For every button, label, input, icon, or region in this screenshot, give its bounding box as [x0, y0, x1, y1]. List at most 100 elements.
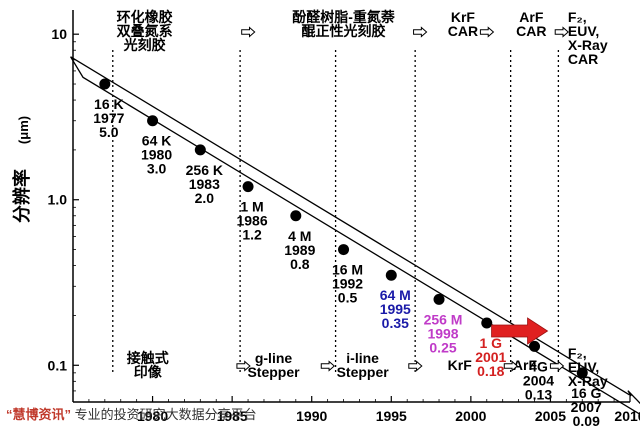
top-stage-line: CAR: [568, 51, 598, 67]
top-stage-4: ArF CAR: [516, 9, 546, 39]
data-label-line: 1992: [332, 276, 363, 292]
data-label-1m: 1 M 1986 1.2: [236, 199, 267, 243]
data-point-16g: [576, 367, 588, 379]
x-tick-label: 1995: [376, 408, 407, 424]
bottom-stage-line: g-line: [255, 350, 293, 366]
y-axis-label: 分辨率: [11, 169, 32, 223]
data-label-line: 64 M: [380, 287, 411, 303]
data-label-64k: 64 K 1980 3.0: [141, 133, 172, 177]
data-labels: 16 K 1977 5.064 K 1980 3.0 256 K 1983 2.01 M 198…: [93, 96, 602, 426]
data-label-line: 1.2: [242, 227, 262, 243]
trend-band-arrow: [70, 56, 640, 416]
data-label-4m: 4 M 1989 0.8: [284, 228, 315, 272]
bottom-stage-6: F₂, EUV, X-Ray: [568, 345, 608, 389]
data-label-line: 4G: [529, 358, 548, 374]
data-point-64k: [147, 115, 159, 127]
bottom-stage-line: Stepper: [337, 364, 390, 380]
data-label-line: 1980: [141, 147, 172, 163]
data-point-256m: [433, 293, 445, 305]
data-label-line: 1983: [189, 176, 220, 192]
data-label-line: 0.25: [429, 339, 456, 355]
top-stage-line: X-Ray: [568, 37, 608, 53]
top-stage-2: 酚醛树脂-重氮萘醌正性光刻胶: [292, 9, 396, 39]
data-label-line: 3.0: [147, 161, 167, 177]
data-point-256k: [194, 144, 206, 156]
bottom-stage-5: ArF: [513, 357, 538, 373]
top-stage-arrow-3: [479, 26, 495, 38]
y-tick-label: 0.1: [48, 357, 68, 373]
x-tick-label: 1985: [217, 408, 248, 424]
data-label-line: 1 G: [479, 335, 502, 351]
data-label-4g: 4G 2004 0.13: [523, 358, 554, 402]
x-tick-label: 1990: [296, 408, 327, 424]
data-label-line: 0.13: [525, 386, 552, 402]
data-point-1m: [242, 181, 254, 193]
data-label-line: 1998: [427, 325, 458, 341]
era-dividers: [112, 50, 560, 372]
bottom-stage-1: 接触式印像: [127, 350, 169, 380]
data-point-1g: [481, 317, 493, 329]
axes: 10 1.0 0.1 1980 1985 1990 1995 2000 2005 2010 分辨率 (…: [11, 10, 640, 424]
data-label-line: 4 M: [288, 228, 311, 244]
y-axis-unit: (μm): [16, 116, 31, 144]
data-label-line: 1977: [93, 110, 124, 126]
top-stage-1: 环化橡胶双叠氮系光刻胶: [117, 9, 173, 53]
data-label-256m: 256 M 1998 0.25: [424, 311, 463, 355]
data-label-line: 0.18: [477, 363, 504, 379]
data-label-line: 1989: [284, 242, 315, 258]
watermark-text: 专业的投资研究大数据分享平台: [75, 407, 257, 422]
data-points: [99, 78, 588, 379]
top-stage-line: ArF: [519, 9, 544, 25]
bottom-stage-arrow-4: [503, 360, 519, 372]
bottom-stage-line: EUV,: [568, 359, 599, 375]
top-stage-line: 环化橡胶: [117, 9, 173, 25]
top-stage-5: F₂, EUV, X-Ray CAR: [568, 9, 608, 67]
x-tick-label: 2005: [535, 408, 566, 424]
data-label-line: 0.09: [573, 413, 600, 426]
data-label-line: 1995: [380, 301, 411, 317]
x-tick-label: 1980: [137, 408, 168, 424]
watermark-brand: “慧博资讯”: [6, 407, 71, 422]
data-label-line: 2004: [523, 372, 554, 388]
data-point-16k: [99, 78, 111, 90]
data-label-line: 2001: [475, 349, 506, 365]
top-stage-arrow-4: [554, 26, 569, 38]
top-stage-arrow-2: [413, 26, 428, 38]
data-label-16k: 16 K 1977 5.0: [93, 96, 124, 140]
data-label-64m: 64 M 1995 0.35: [380, 287, 411, 331]
y-tick-label: 10: [51, 26, 67, 42]
top-stage-line: 双叠氮系: [117, 23, 173, 39]
data-label-line: 1986: [236, 213, 267, 229]
highlight-arrow: [491, 317, 549, 345]
data-label-16g: 16 G 2007 0.09: [571, 385, 602, 426]
bottom-stage-line: Stepper: [247, 364, 300, 380]
data-point-4m: [290, 210, 302, 222]
data-label-line: 0.8: [290, 256, 310, 272]
data-label-line: 0.5: [338, 290, 358, 306]
y-tick-label: 1.0: [48, 192, 68, 208]
data-label-line: 0.35: [382, 315, 409, 331]
bottom-stage-line: 印像: [134, 364, 163, 380]
data-label-1g: 1 G 2001 0.18: [475, 335, 506, 379]
data-label-line: 64 K: [142, 133, 172, 149]
data-label-16m: 16 M 1992 0.5: [332, 262, 363, 306]
data-label-line: 16 K: [94, 96, 124, 112]
bottom-stage-line: KrF: [448, 357, 473, 373]
top-stage-line: F₂,: [568, 9, 587, 25]
top-stage-line: CAR: [448, 23, 478, 39]
bottom-stage-3: i-line Stepper: [337, 350, 390, 380]
data-point-64m: [385, 269, 397, 281]
bottom-stage-line: ArF: [513, 357, 538, 373]
top-stage-line: 光刻胶: [123, 37, 166, 53]
top-stage-arrow-1: [241, 26, 256, 38]
top-stage-line: 酚醛树脂-重氮萘: [292, 9, 396, 25]
bottom-stage-arrow-1: [236, 360, 251, 372]
bottom-stage-arrow-5: [549, 360, 565, 372]
bottom-stage-arrow-2: [320, 360, 336, 372]
data-label-line: 2007: [571, 399, 602, 415]
bottom-stage-2: g-line Stepper: [247, 350, 300, 380]
top-stage-line: 醌正性光刻胶: [302, 23, 386, 39]
top-stage-3: KrF CAR: [448, 9, 478, 39]
